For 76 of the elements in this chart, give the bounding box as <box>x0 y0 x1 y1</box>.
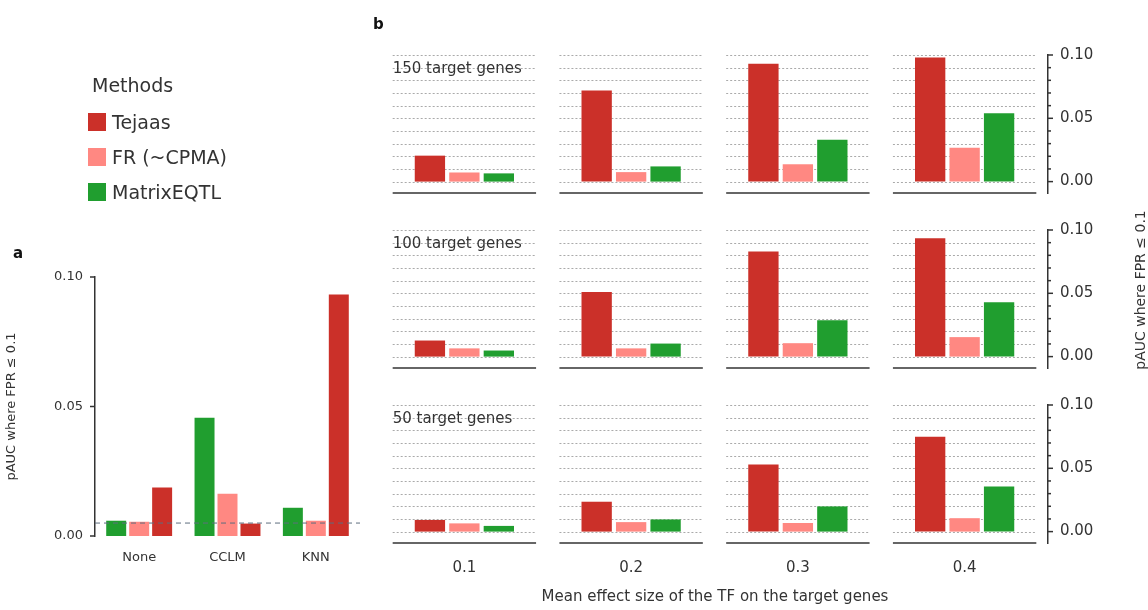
bar <box>305 520 326 536</box>
bar <box>983 486 1015 532</box>
bar <box>949 337 980 357</box>
chart-title: 150 target genes <box>392 59 522 78</box>
bar <box>650 519 681 532</box>
bar <box>483 173 514 182</box>
bar <box>650 166 681 182</box>
bar <box>414 519 446 532</box>
bar <box>581 501 612 532</box>
legend-label: MatrixEQTL <box>112 180 221 203</box>
y-tick-label: 0.00 <box>1060 346 1094 365</box>
bar <box>194 417 215 536</box>
x-tick-label: 0.2 <box>619 557 644 576</box>
bar <box>983 302 1015 357</box>
x-axis-title: Mean effect size of the TF on the target genes <box>540 587 890 605</box>
y-tick-label: 0.05 <box>1060 108 1094 127</box>
bar <box>449 172 480 182</box>
bar <box>949 518 980 532</box>
bar <box>414 340 446 357</box>
bar <box>615 172 647 182</box>
y-tick-label: 0.05 <box>54 397 83 413</box>
bar <box>282 507 303 536</box>
bar <box>748 464 779 532</box>
y-tick-label: 0.05 <box>1060 283 1094 302</box>
x-tick-label: 0.1 <box>452 557 477 576</box>
bar <box>817 320 848 357</box>
bar <box>449 523 480 532</box>
bar <box>152 487 173 536</box>
text: a <box>13 244 24 262</box>
bar <box>328 294 349 536</box>
legend-label: FR (~CPMA) <box>112 145 228 168</box>
bar <box>748 63 779 182</box>
bar <box>581 90 612 182</box>
y-tick-label: 0.00 <box>1060 171 1094 190</box>
bar <box>650 343 681 357</box>
y-tick-label: 0.10 <box>1060 44 1094 63</box>
bar <box>915 436 946 532</box>
bar <box>483 525 514 532</box>
text: b <box>373 15 384 33</box>
bar <box>129 521 150 536</box>
bar <box>782 343 814 357</box>
y-tick-label: 0.05 <box>1060 458 1094 477</box>
y-tick-label: 0.10 <box>1060 219 1094 238</box>
bar <box>615 348 647 357</box>
y-tick-label: 0.10 <box>54 268 83 284</box>
x-tick-label: CCLM <box>209 549 246 565</box>
bar <box>817 506 848 532</box>
bar <box>748 251 779 357</box>
y-tick-label: 0.00 <box>1060 521 1094 540</box>
bar <box>983 113 1015 182</box>
legend-title: Methods <box>92 74 175 96</box>
chart-title: 100 target genes <box>392 234 522 253</box>
y-tick-label: 0.00 <box>54 527 83 543</box>
bar <box>106 520 127 536</box>
bar <box>817 139 848 182</box>
bar <box>240 523 261 536</box>
bar <box>782 523 814 532</box>
chart-title: 50 target genes <box>392 409 513 428</box>
bar <box>449 348 480 357</box>
y-tick-label: 0.10 <box>1060 394 1094 413</box>
bar <box>915 57 946 182</box>
bar <box>217 493 238 536</box>
bar <box>581 292 612 357</box>
bar <box>414 155 446 182</box>
bar <box>615 522 647 532</box>
legend-label: Tejaas <box>112 110 171 133</box>
x-tick-label: 0.3 <box>785 557 810 576</box>
y-axis-title: pAUC where FPR ≤ 0.1 <box>1132 210 1148 370</box>
x-tick-label: 0.4 <box>952 557 977 576</box>
x-tick-label: None <box>122 549 157 565</box>
y-axis-title: pAUC where FPR ≤ 0.1 <box>3 332 19 481</box>
x-tick-label: KNN <box>301 549 330 565</box>
bar <box>949 147 980 182</box>
bar <box>782 164 814 182</box>
bar <box>915 238 946 357</box>
bar <box>483 350 514 357</box>
